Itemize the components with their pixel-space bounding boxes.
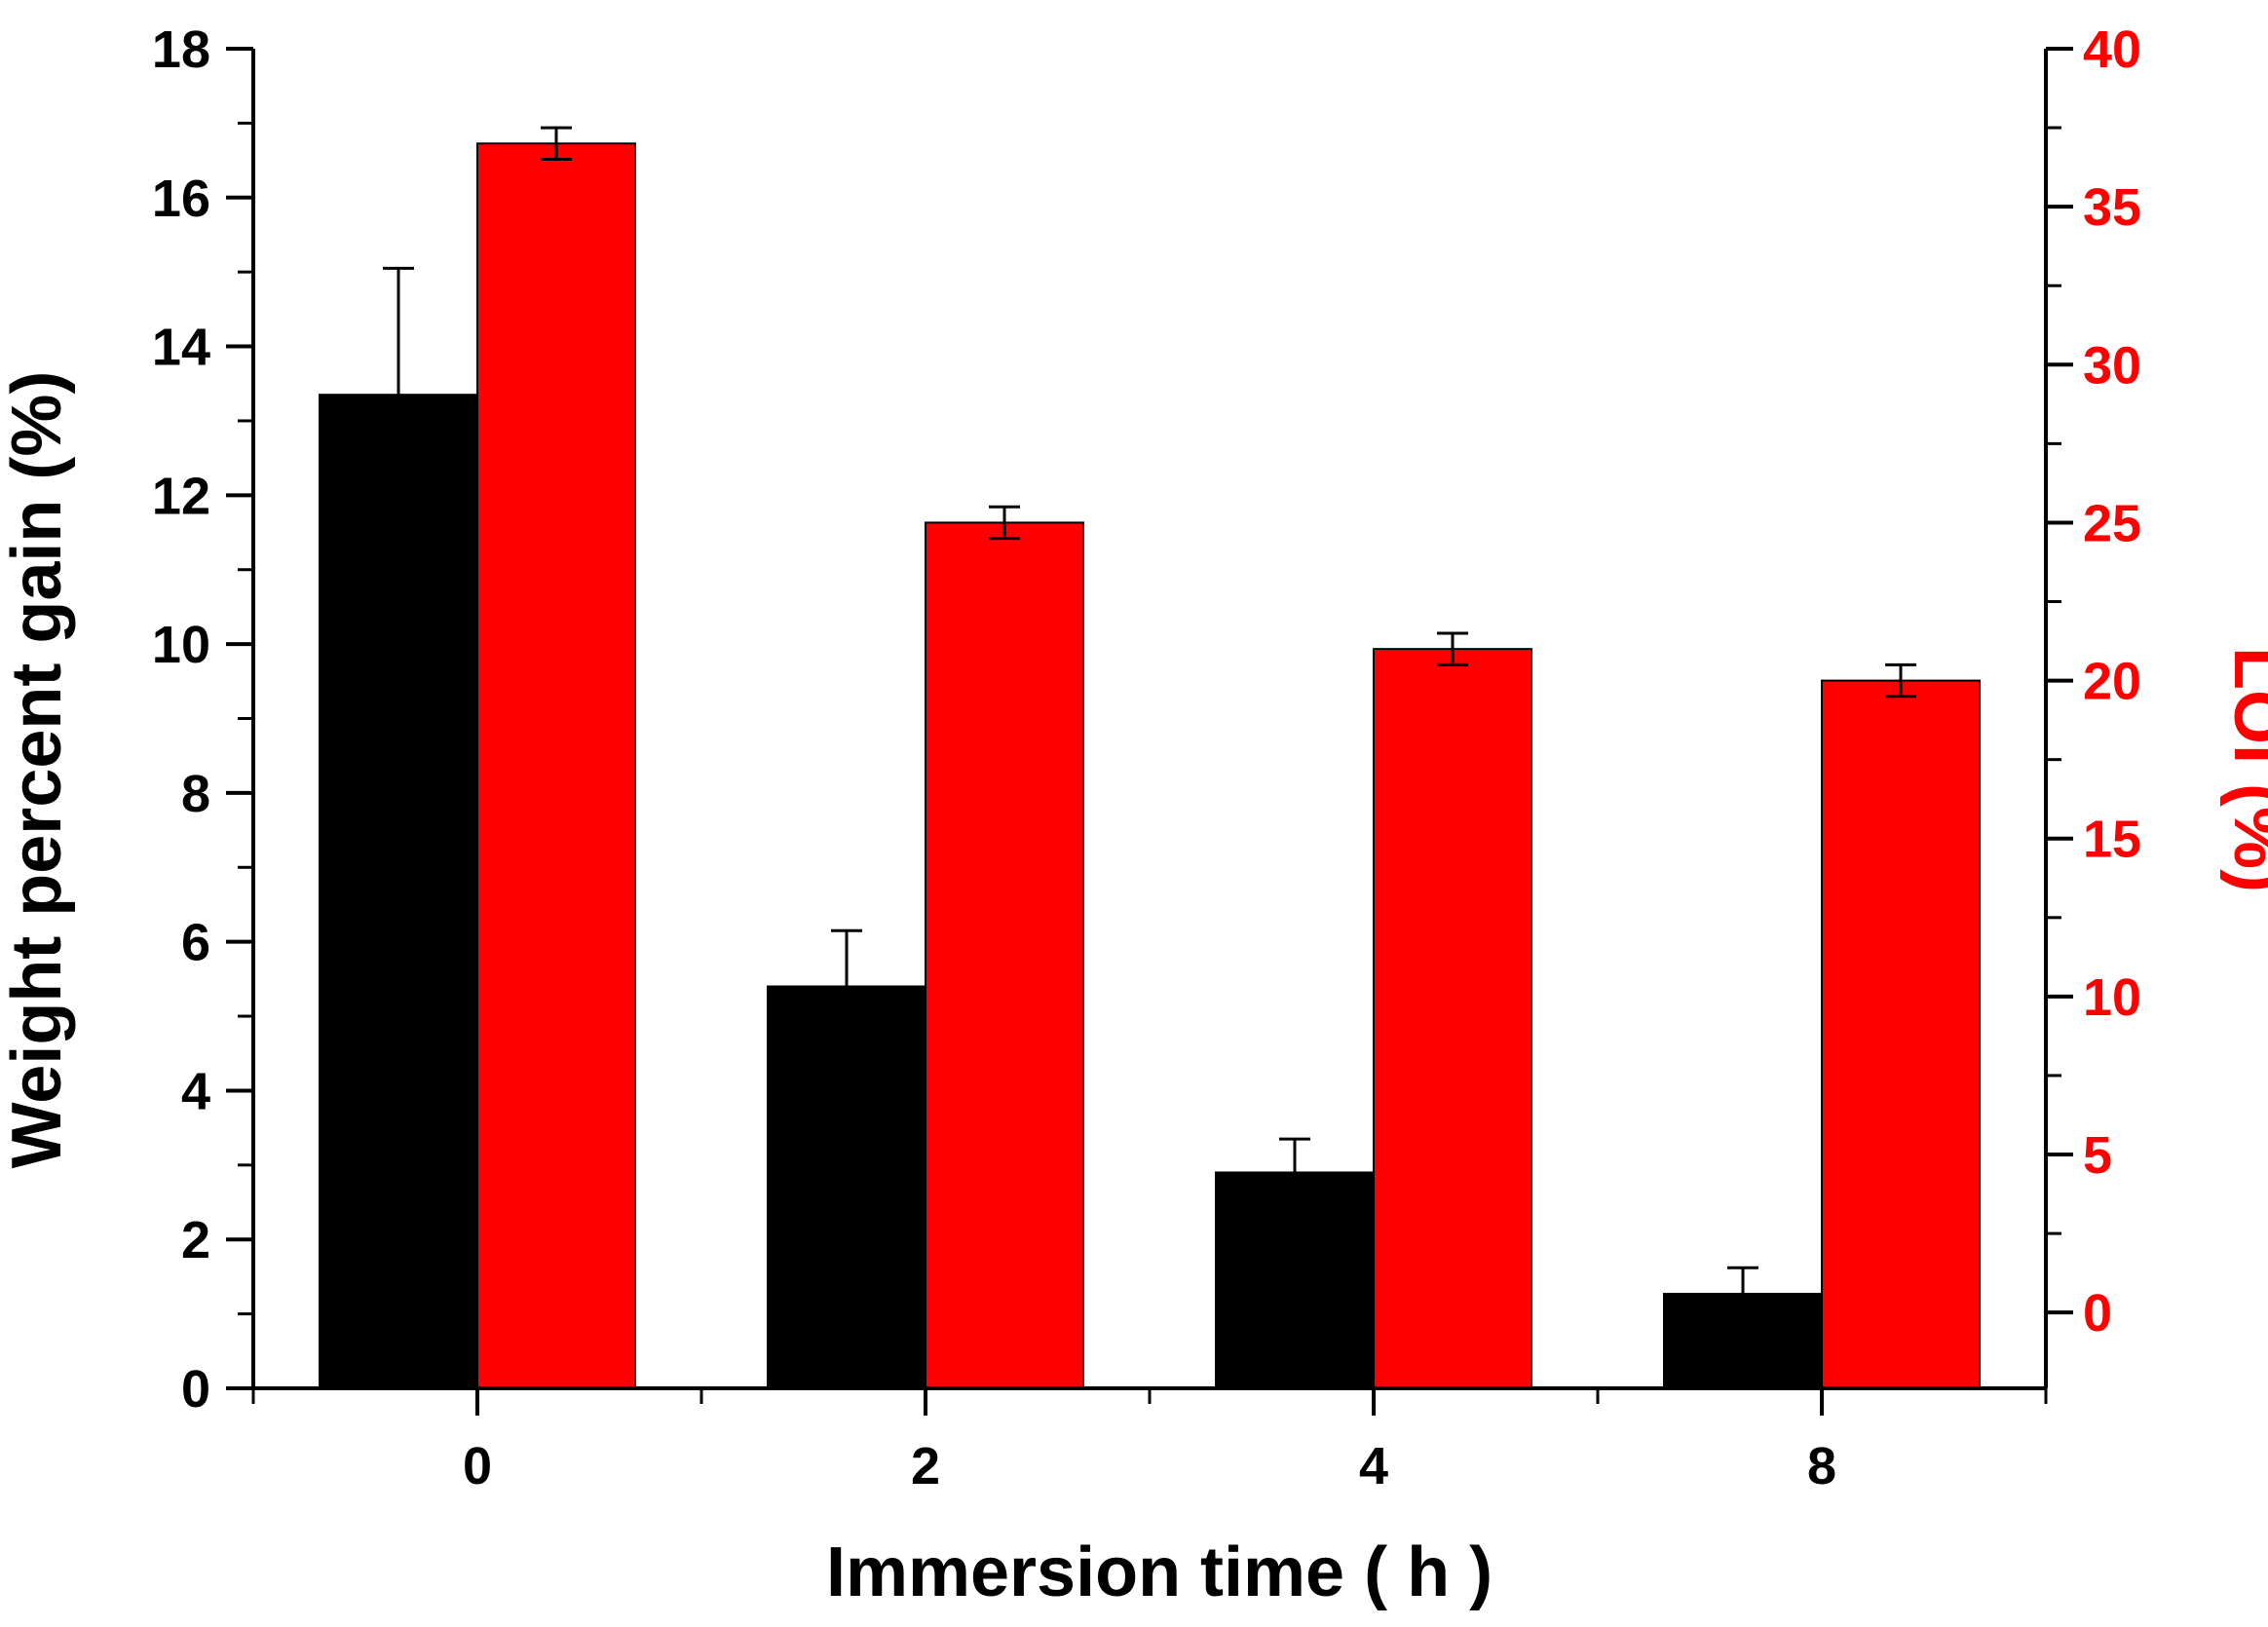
y-right-tick-label: 20 — [2083, 653, 2141, 711]
x-tick-label: 4 — [1359, 1437, 1388, 1495]
y-left-tick-label: 16 — [152, 170, 210, 228]
y-left-tick-label: 10 — [152, 616, 210, 674]
x-tick-label: 2 — [911, 1437, 940, 1495]
y-left-tick-label: 12 — [152, 467, 210, 525]
y-axis-title-right: LOI (%) — [2219, 647, 2268, 892]
y-left-tick-label: 4 — [181, 1062, 210, 1120]
bar-left-4 — [1215, 1171, 1375, 1389]
y-left-tick-label: 8 — [181, 765, 210, 823]
y-left-tick-label: 18 — [152, 20, 210, 79]
y-right-tick-label: 5 — [2083, 1126, 2112, 1185]
y-left-tick-label: 2 — [181, 1211, 210, 1269]
ticks-group — [226, 47, 2073, 1416]
x-tick-label: 8 — [1807, 1437, 1836, 1495]
y-right-tick-label: 30 — [2083, 336, 2141, 395]
bar-right-0 — [476, 142, 636, 1390]
y-left-tick-label: 0 — [181, 1360, 210, 1419]
bar-left-8 — [1663, 1292, 1823, 1389]
bar-left-0 — [319, 394, 478, 1390]
error-bars-group — [383, 126, 1916, 1294]
y-left-tick-label: 6 — [181, 914, 210, 972]
y-right-tick-label: 15 — [2083, 811, 2141, 869]
y-right-tick-label: 35 — [2083, 178, 2141, 237]
y-axis-title-left: Weight percent gain (%) — [0, 371, 76, 1169]
y-left-tick-label: 14 — [152, 319, 210, 377]
tick-labels-group: 0 2 4 6 8 10 12 14 16 18 0 5 10 15 20 25 30 35 40 0 2 4 8 — [152, 20, 2141, 1495]
bar-right-2 — [925, 521, 1084, 1389]
x-tick-label: 0 — [463, 1437, 492, 1495]
y-right-tick-label: 10 — [2083, 968, 2141, 1027]
y-right-tick-label: 25 — [2083, 494, 2141, 552]
bar-right-4 — [1373, 648, 1532, 1389]
bar-left-2 — [767, 985, 926, 1389]
bars-group — [319, 142, 1981, 1390]
x-axis-title: Immersion time ( h ) — [826, 1533, 1493, 1611]
y-right-tick-label: 40 — [2083, 20, 2141, 79]
y-right-tick-label: 0 — [2083, 1284, 2112, 1343]
bar-right-8 — [1821, 679, 1981, 1389]
